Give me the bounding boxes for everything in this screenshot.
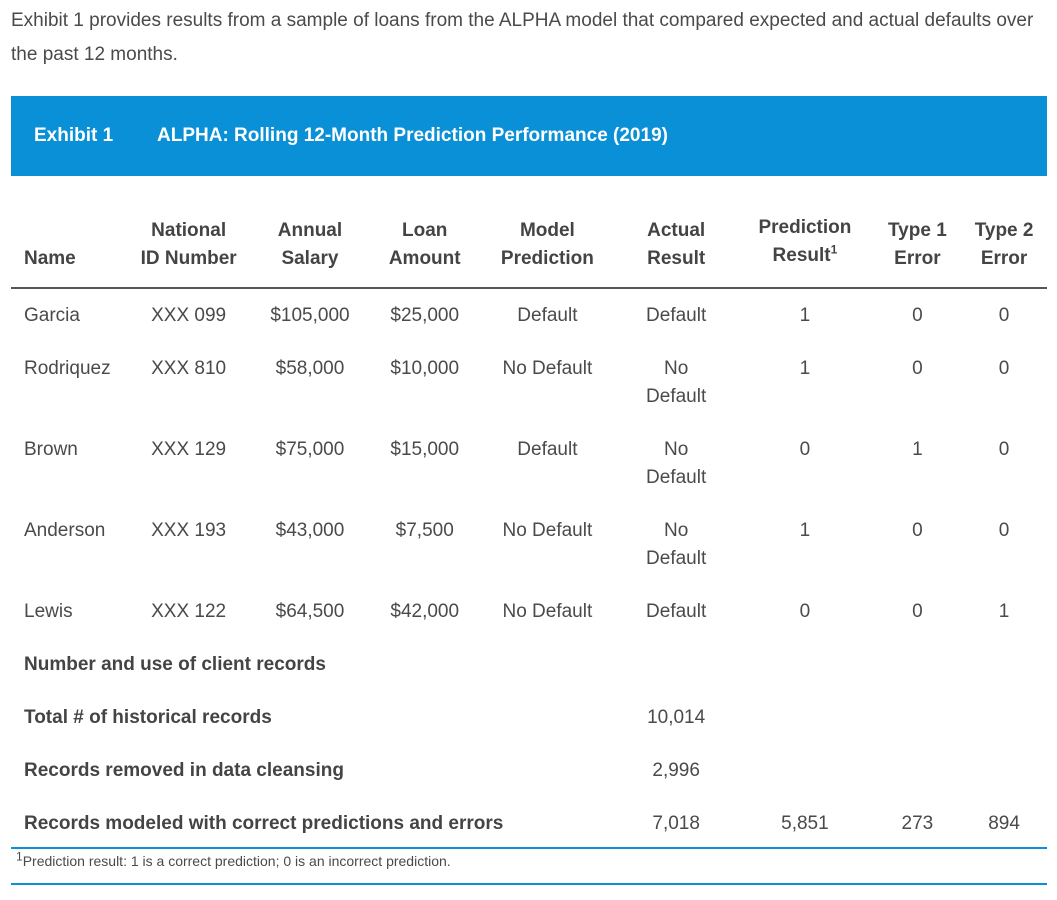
cell-prediction: 0 [799,601,811,622]
removed-records-value: 2,996 [652,760,700,781]
cell-type1: 1 [912,439,923,460]
summary-heading-row: Number and use of client records [11,638,1047,691]
modeled-records-value: 7,018 [652,813,700,834]
cell-id: XXX 129 [151,439,227,460]
cell-salary: $64,500 [275,601,345,622]
cell-prediction: 1 [799,305,811,326]
cell-loan: $10,000 [390,358,460,379]
footnote-marker: 1 [830,242,838,257]
cell-salary: $58,000 [275,358,345,379]
cell-actual: Default [646,601,707,622]
cell-name: Lewis [24,601,73,622]
table-row: Garcia XXX 099 $105,000 $25,000 Default … [11,288,1047,342]
exhibit-label: Exhibit 1 [34,125,114,146]
col-header-prediction: Prediction Result1 [758,217,852,266]
cell-id: XXX 099 [151,305,227,326]
col-header-model: Model Prediction [500,220,594,269]
cell-actual: No Default [646,439,707,488]
exhibit-title: ALPHA: Rolling 12-Month Prediction Perfo… [157,125,668,146]
modeled-prediction-value: 5,851 [781,813,829,834]
cell-id: XXX 810 [151,358,227,379]
cell-type1: 0 [912,358,923,379]
cell-model: Default [517,439,578,460]
col-header-salary: Annual Salary [277,220,343,269]
exhibit-banner: Exhibit 1 ALPHA: Rolling 12-Month Predic… [11,96,1047,176]
footnote: 1Prediction result: 1 is a correct predi… [16,850,451,869]
cell-prediction: 1 [799,358,811,379]
cell-actual: Default [646,305,707,326]
table-row: Brown XXX 129 $75,000 $15,000 Default No… [11,423,1047,504]
prediction-table: Name National ID Number Annual Salary Loan… [11,200,1047,850]
cell-model: Default [517,305,578,326]
summary-row-removed: Records removed in data cleansing 2,996 [11,744,1047,797]
table-bottom-rule [11,847,1047,849]
total-records-value: 10,014 [647,707,706,728]
cell-type1: 0 [912,520,923,541]
cell-prediction: 1 [799,520,811,541]
cell-type1: 0 [912,601,923,622]
cell-actual: No Default [646,520,707,569]
footnote-text: Prediction result: 1 is a correct predic… [22,853,451,869]
cell-loan: $7,500 [395,520,454,541]
cell-prediction: 0 [799,439,811,460]
col-header-type2: Type 2 Error [974,220,1034,269]
cell-name: Anderson [24,520,106,541]
summary-row-modeled: Records modeled with correct predictions… [11,797,1047,850]
summary-row-total: Total # of historical records 10,014 [11,691,1047,744]
footnote-number: 1 [16,849,23,864]
cell-loan: $25,000 [390,305,460,326]
cell-type1: 0 [912,305,923,326]
cell-actual: No Default [646,358,707,407]
modeled-type2-value: 894 [988,813,1020,834]
cell-model: No Default [502,520,593,541]
cell-id: XXX 122 [151,601,227,622]
cell-loan: $42,000 [390,601,460,622]
modeled-records-label: Records modeled with correct predictions… [24,813,504,834]
cell-model: No Default [502,358,593,379]
col-header-actual: Actual Result [647,220,706,269]
cell-salary: $43,000 [275,520,345,541]
col-header-name: Name [24,248,76,269]
total-records-label: Total # of historical records [24,707,272,728]
cell-model: No Default [502,601,593,622]
table-row: Rodriquez XXX 810 $58,000 $10,000 No Def… [11,342,1047,423]
col-header-loan: Loan Amount [388,220,461,269]
table-row: Lewis XXX 122 $64,500 $42,000 No Default… [11,585,1047,638]
cell-type2: 0 [998,305,1010,326]
footnote-bottom-rule [11,883,1047,885]
col-header-id: National ID Number [140,220,237,269]
cell-type2: 0 [998,520,1010,541]
intro-text: Exhibit 1 provides results from a sample… [11,10,1034,65]
cell-salary: $105,000 [270,305,350,326]
table-row: Anderson XXX 193 $43,000 $7,500 No Defau… [11,504,1047,585]
table-header-row: Name National ID Number Annual Salary Loan… [11,200,1047,288]
cell-type2: 0 [998,358,1010,379]
col-header-type1: Type 1 Error [887,220,947,269]
cell-type2: 0 [998,439,1010,460]
cell-name: Rodriquez [24,358,111,379]
modeled-type1-value: 273 [901,813,934,834]
removed-records-label: Records removed in data cleansing [24,760,344,781]
cell-type2: 1 [998,601,1010,622]
cell-name: Brown [24,439,78,460]
cell-salary: $75,000 [275,439,345,460]
cell-id: XXX 193 [151,520,227,541]
summary-heading: Number and use of client records [24,654,326,675]
cell-name: Garcia [24,305,80,326]
cell-loan: $15,000 [390,439,460,460]
